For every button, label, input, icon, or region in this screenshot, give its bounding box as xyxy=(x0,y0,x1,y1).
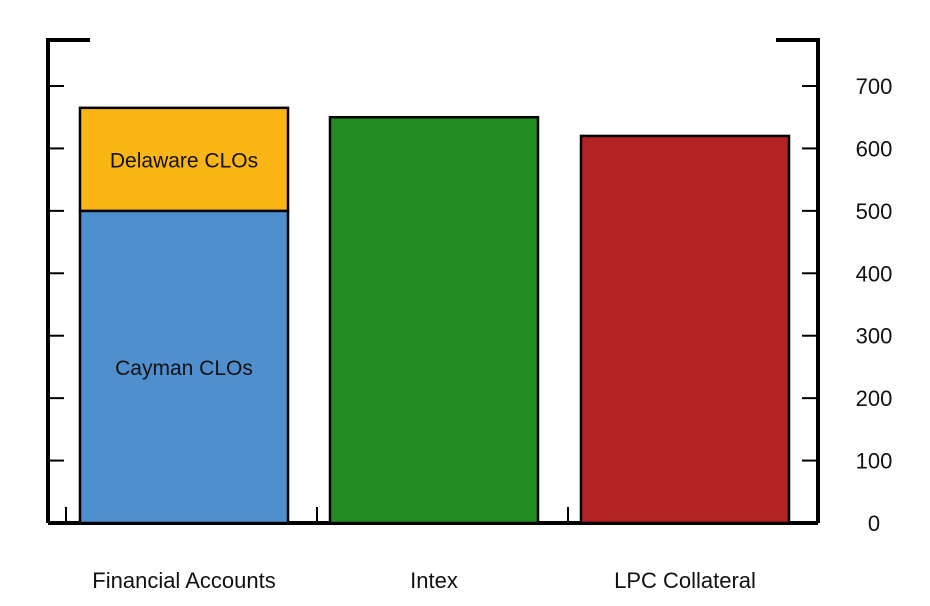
segment-labels: Cayman CLOs Delaware CLOs xyxy=(110,149,258,380)
y-tick-label: 700 xyxy=(856,74,893,99)
y-tick-label: 400 xyxy=(856,261,893,286)
right-bracket xyxy=(776,38,820,523)
y-tick-label: 0 xyxy=(868,511,880,536)
bars-group xyxy=(78,106,791,525)
y-tick-label: 600 xyxy=(856,136,893,161)
bar-financial-accounts-0 xyxy=(78,209,290,525)
x-category-label: Financial Accounts xyxy=(92,568,275,593)
segment-label: Cayman CLOs xyxy=(115,357,253,380)
bar-intex-2 xyxy=(328,115,540,525)
bar-lpc-collateral-3 xyxy=(579,134,791,525)
y-tick-label: 100 xyxy=(856,449,893,474)
y-tick-label: 500 xyxy=(856,199,893,224)
y-axis-ticks: 0 100 200 300 400 500 600 700 xyxy=(48,74,892,536)
x-category-label: LPC Collateral xyxy=(614,568,756,593)
y-tick-label: 300 xyxy=(856,324,893,349)
bar-financial-accounts-1 xyxy=(78,106,290,213)
y-tick-label: 200 xyxy=(856,386,893,411)
x-axis-labels: Financial Accounts Intex LPC Collateral xyxy=(92,568,756,593)
segment-label: Delaware CLOs xyxy=(110,149,258,172)
left-bracket xyxy=(46,38,90,523)
x-category-label: Intex xyxy=(410,568,458,593)
